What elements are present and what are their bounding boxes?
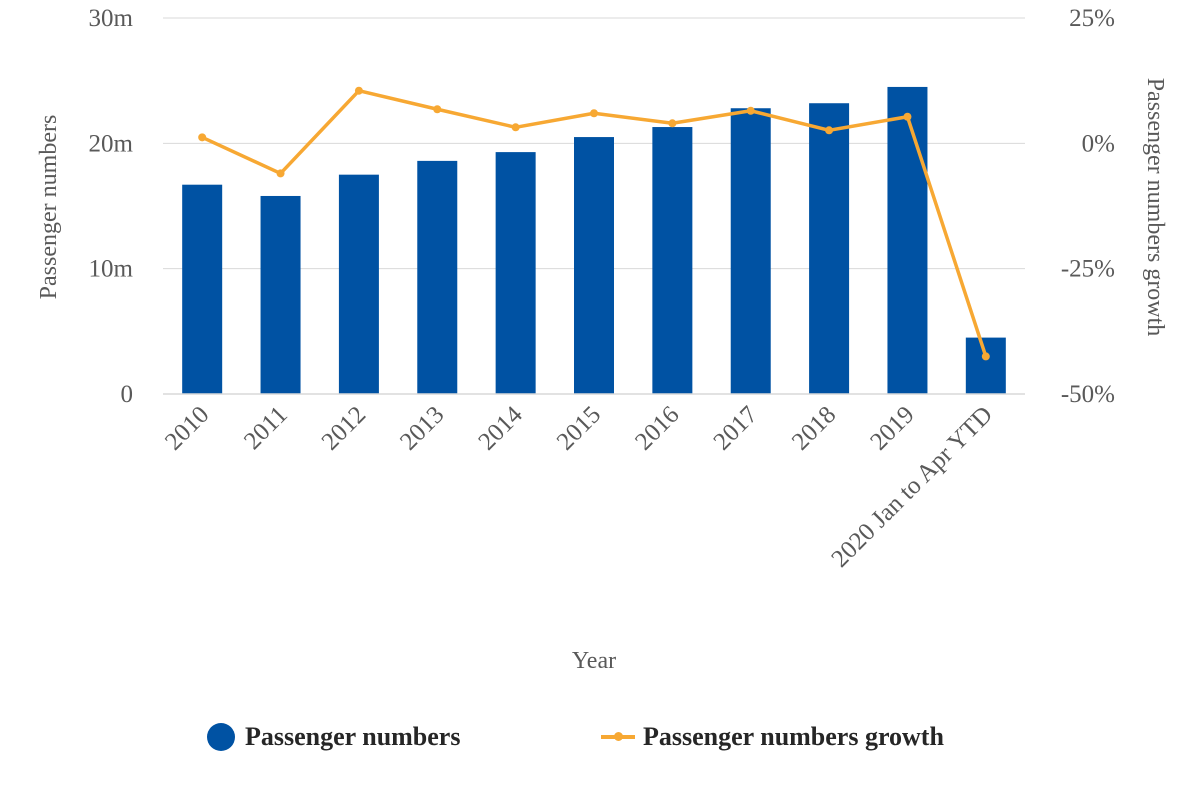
line-point xyxy=(511,123,520,132)
right-axis-ticks: -50% -25% 0% 25% xyxy=(1061,5,1115,408)
bar xyxy=(495,152,536,394)
right-tick-label: -50% xyxy=(1061,381,1115,408)
x-tick-label: 2013 xyxy=(395,401,449,455)
x-tick-label: 2012 xyxy=(317,401,371,455)
right-tick-label: 25% xyxy=(1069,5,1115,32)
x-tick-label: 2011 xyxy=(239,401,293,455)
left-tick-label: 10m xyxy=(89,256,134,283)
right-tick-label: 0% xyxy=(1082,130,1115,157)
line-point xyxy=(590,109,598,118)
line-point xyxy=(198,133,207,142)
legend-bar-label: Passenger numbers xyxy=(245,722,461,751)
line-point xyxy=(825,126,834,135)
left-tick-label: 30m xyxy=(89,5,134,32)
y-left-axis-title: Passenger numbers xyxy=(36,115,62,300)
x-axis-ticks: 2010 2011 2012 2013 2014 2015 2016 2017 2018 2019… xyxy=(160,401,998,573)
line-point xyxy=(746,106,755,115)
line-point xyxy=(276,169,285,178)
line-point xyxy=(981,352,990,361)
legend-line-label: Passenger numbers growth xyxy=(643,722,944,751)
bar xyxy=(965,337,1006,394)
bar xyxy=(260,195,301,394)
right-tick-label: -25% xyxy=(1061,256,1115,283)
y-right-axis-title: Passenger numbers growth xyxy=(1142,78,1168,337)
x-tick-label: 2018 xyxy=(787,401,841,455)
x-tick-label: 2010 xyxy=(160,401,214,455)
x-tick-label: 2017 xyxy=(709,401,763,455)
left-tick-label: 0 xyxy=(121,381,134,408)
line-point xyxy=(903,112,912,121)
left-tick-label: 20m xyxy=(89,130,134,157)
bar xyxy=(417,160,458,394)
line-point xyxy=(354,86,363,95)
legend: Passenger numbers Passenger numbers grow… xyxy=(0,715,1200,759)
x-tick-label: 2015 xyxy=(552,401,606,455)
bar xyxy=(182,184,223,394)
line-point xyxy=(668,119,677,128)
bar xyxy=(652,127,693,394)
bar-series xyxy=(182,86,1006,395)
legend-item-bars: Passenger numbers xyxy=(207,715,460,759)
left-axis-ticks: 0 10m 20m 30m xyxy=(89,5,134,408)
bar xyxy=(809,103,850,394)
line-series xyxy=(198,86,990,361)
line-point xyxy=(433,105,442,114)
x-tick-label: 2014 xyxy=(473,401,528,456)
bar xyxy=(574,137,614,395)
bar xyxy=(887,86,928,394)
legend-bar-swatch xyxy=(207,723,235,751)
x-tick-label: 2016 xyxy=(630,401,684,455)
x-tick-label: 2019 xyxy=(865,401,919,455)
bar xyxy=(338,174,379,394)
x-axis-title: Year xyxy=(572,648,616,674)
legend-item-line: Passenger numbers growth xyxy=(601,715,944,759)
legend-line-swatch xyxy=(601,732,635,741)
bar xyxy=(730,108,771,395)
